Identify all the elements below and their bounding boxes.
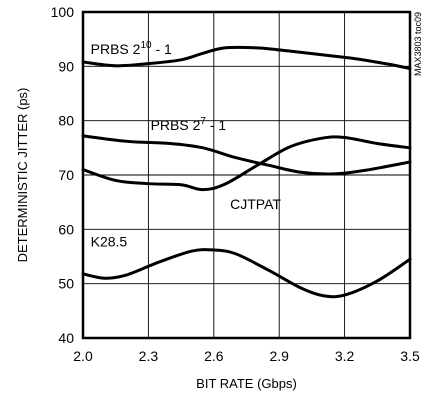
series-line-cjtpat [81,135,412,192]
series-label-cjtpat: CJTPAT [230,196,281,212]
x-tick-label-2: 2.6 [204,348,224,364]
x-axis-title: BIT RATE (Gbps) [196,376,297,391]
x-tick-label-1: 2.3 [139,348,159,364]
series-label-prbs-2-7-1: PRBS 27 - 1 [151,116,227,133]
y-tick-label-6: 100 [51,4,75,20]
plot-frame [81,10,412,340]
series-label-prbs-2-10-1: PRBS 210 - 1 [91,40,172,57]
tick-labels: 40 50 60 70 80 90 100 2.0 2.3 2.6 2.9 3.2 3.5 [51,4,420,364]
y-tick-label-1: 50 [58,276,74,292]
series-labels: PRBS 210 - 1 PRBS 27 - 1 CJTPAT K28.5 [91,40,282,250]
x-tick-label-5: 3.5 [400,348,420,364]
series-line-k28-5 [81,248,412,299]
series-label-k28-5: K28.5 [91,234,128,250]
figure-code: MAX3803 toc09 [413,12,423,76]
y-axis-title: DETERMINISTIC JITTER (ps) [15,88,30,263]
series-line-prbs-2-7-1 [81,134,412,176]
y-tick-label-0: 40 [58,330,74,346]
y-tick-label-4: 80 [58,113,74,129]
y-tick-label-3: 70 [58,167,74,183]
x-tick-label-0: 2.0 [73,348,93,364]
series-line-prbs-2-10-1 [81,45,412,71]
x-tick-label-3: 2.9 [269,348,289,364]
series-curves [81,45,412,299]
y-tick-label-2: 60 [58,221,74,237]
x-tick-label-4: 3.2 [335,348,355,364]
y-tick-label-5: 90 [58,58,74,74]
